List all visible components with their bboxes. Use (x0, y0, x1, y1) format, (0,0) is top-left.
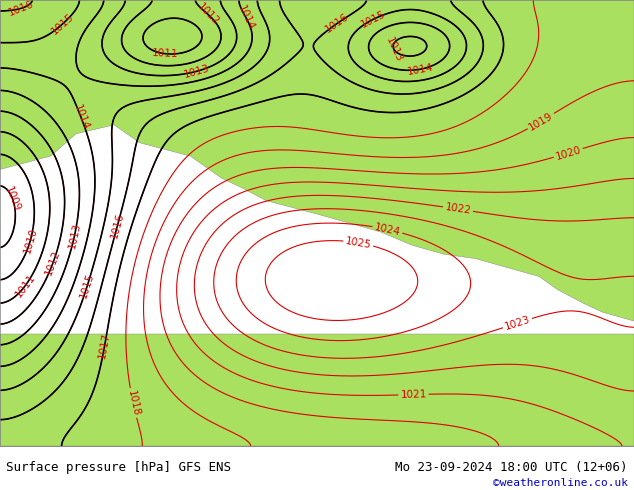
Text: 1019: 1019 (527, 110, 555, 132)
Text: 1023: 1023 (503, 314, 531, 332)
Text: 1020: 1020 (554, 145, 582, 162)
Text: ©weatheronline.co.uk: ©weatheronline.co.uk (493, 478, 628, 488)
Text: 1015: 1015 (359, 9, 387, 30)
Text: 1013: 1013 (67, 221, 82, 249)
Text: 1016: 1016 (109, 212, 126, 240)
Text: Surface pressure [hPa] GFS ENS: Surface pressure [hPa] GFS ENS (6, 462, 231, 474)
Text: 1011: 1011 (152, 48, 179, 59)
Text: 1013: 1013 (384, 36, 404, 64)
Text: 1021: 1021 (400, 389, 427, 400)
Text: 1013: 1013 (183, 63, 211, 79)
Text: 1009: 1009 (3, 185, 22, 214)
Text: 1018: 1018 (126, 389, 141, 417)
Text: 1015: 1015 (49, 12, 75, 37)
Text: 1012: 1012 (44, 248, 62, 277)
Text: 1017: 1017 (98, 331, 112, 359)
Text: 1015: 1015 (79, 271, 96, 299)
Text: 1016: 1016 (323, 12, 351, 35)
Text: 1024: 1024 (373, 222, 401, 237)
Text: 1025: 1025 (344, 236, 372, 250)
Text: 1016: 1016 (7, 0, 36, 18)
Text: 1014: 1014 (72, 103, 91, 132)
Text: 1014: 1014 (406, 62, 434, 76)
Text: 1022: 1022 (444, 202, 472, 216)
Text: 1010: 1010 (22, 227, 39, 255)
Text: Mo 23-09-2024 18:00 UTC (12+06): Mo 23-09-2024 18:00 UTC (12+06) (395, 462, 628, 474)
Text: 1011: 1011 (13, 272, 37, 299)
Text: 1014: 1014 (236, 3, 256, 32)
Text: 1012: 1012 (195, 1, 221, 27)
